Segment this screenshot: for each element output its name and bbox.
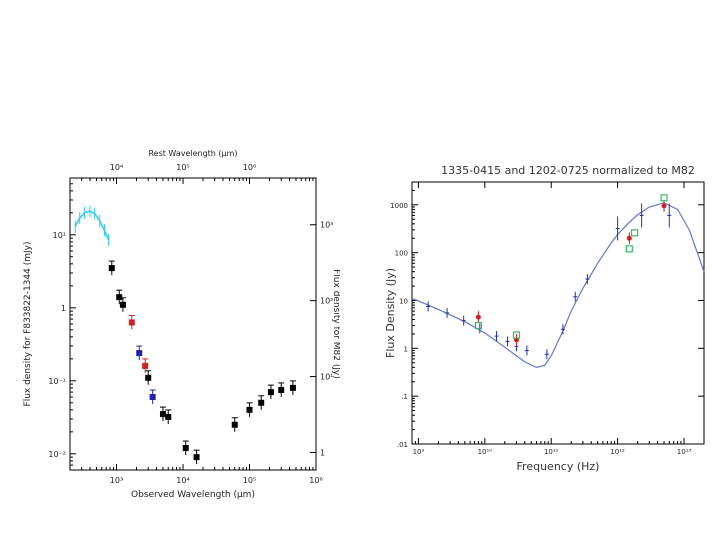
y-tick-label: 10⁻² bbox=[48, 450, 66, 459]
y2-tick-label: 10¹ bbox=[320, 373, 333, 382]
chart-title: 1335-0415 and 1202-0725 normalized to M8… bbox=[441, 164, 695, 177]
data-point bbox=[475, 314, 481, 320]
data-point bbox=[661, 203, 667, 209]
data-point bbox=[149, 394, 156, 400]
y-tick-label: 10¹ bbox=[53, 231, 66, 240]
x-tick-label: 10¹² bbox=[610, 448, 625, 456]
y2-tick-label: 1 bbox=[320, 448, 325, 457]
y-tick-label: 1000 bbox=[390, 202, 408, 210]
x-tick-label: 10⁹ bbox=[413, 448, 425, 456]
data-point bbox=[514, 337, 520, 343]
template-curve bbox=[74, 210, 110, 241]
y-axis-label: Flux Density (Jy) bbox=[384, 268, 397, 358]
data-point bbox=[159, 411, 166, 418]
data-point bbox=[116, 294, 123, 301]
data-point bbox=[165, 413, 172, 420]
data-point bbox=[136, 350, 143, 357]
data-point bbox=[630, 229, 639, 237]
x-tick-label: 10¹⁰ bbox=[478, 448, 493, 456]
data-point bbox=[193, 454, 200, 461]
y2-axis-label: Flux density for M82 (Jy) bbox=[331, 269, 340, 379]
left-sed-chart: Rest Wavelength (μm) 10⁴ 10⁵ 10⁶ 10³ 10⁴ 10⁵ 10… bbox=[18, 148, 341, 510]
data-point bbox=[278, 386, 285, 393]
data-point bbox=[267, 389, 274, 396]
x-axis-label: Observed Wavelength (μm) bbox=[131, 490, 255, 500]
top-axis-label: Rest Wavelength (μm) bbox=[148, 149, 237, 158]
y-tick-label: 10⁻¹ bbox=[48, 377, 66, 386]
plot-frame bbox=[69, 177, 317, 471]
data-point bbox=[246, 406, 253, 413]
data-point bbox=[231, 421, 238, 428]
data-point bbox=[108, 265, 115, 272]
data-point bbox=[660, 194, 668, 202]
y-tick-label: 1 bbox=[404, 345, 408, 353]
data-point bbox=[128, 319, 135, 326]
right-sed-chart: 1335-0415 and 1202-0725 normalized to M8… bbox=[380, 160, 710, 476]
y-tick-label: 100 bbox=[395, 250, 408, 258]
top-tick-label: 10⁶ bbox=[243, 163, 256, 172]
data-point bbox=[625, 245, 633, 253]
left-sed-plot: Rest Wavelength (μm) 10⁴ 10⁵ 10⁶ 10³ 10⁴ 10⁵ 10… bbox=[23, 149, 341, 500]
y-tick-label: 1 bbox=[61, 304, 66, 313]
x-tick-label: 10⁶ bbox=[309, 476, 322, 485]
data-point bbox=[512, 331, 521, 339]
x-tick-label: 10⁵ bbox=[243, 476, 256, 485]
data-point bbox=[119, 301, 126, 308]
x-tick-label: 10⁴ bbox=[176, 476, 189, 485]
y-tick-label: 10 bbox=[399, 297, 408, 305]
x-tick-label: 10¹¹ bbox=[544, 448, 559, 456]
x-axis-label: Frequency (Hz) bbox=[517, 460, 600, 473]
plot-frame bbox=[411, 181, 705, 445]
y-axis-label: Flux density for F833822-1344 (mJy) bbox=[23, 242, 33, 407]
y-tick-label: .1 bbox=[401, 393, 408, 401]
data-point bbox=[142, 362, 149, 369]
y2-tick-label: 10³ bbox=[320, 221, 333, 230]
data-point bbox=[258, 399, 265, 406]
data-point bbox=[474, 321, 482, 330]
x-tick-label: 10¹³ bbox=[677, 448, 692, 456]
top-tick-label: 10⁵ bbox=[176, 163, 189, 172]
data-point bbox=[182, 445, 189, 452]
y2-tick-label: 10² bbox=[320, 297, 333, 306]
y-tick-label: .01 bbox=[397, 441, 408, 449]
model-curve bbox=[411, 202, 705, 368]
data-point bbox=[145, 374, 152, 381]
data-point bbox=[289, 384, 296, 391]
right-sed-plot: 1335-0415 and 1202-0725 normalized to M8… bbox=[384, 164, 705, 473]
top-tick-label: 10⁴ bbox=[110, 163, 123, 172]
data-point bbox=[626, 235, 632, 241]
x-tick-label: 10³ bbox=[110, 476, 123, 485]
